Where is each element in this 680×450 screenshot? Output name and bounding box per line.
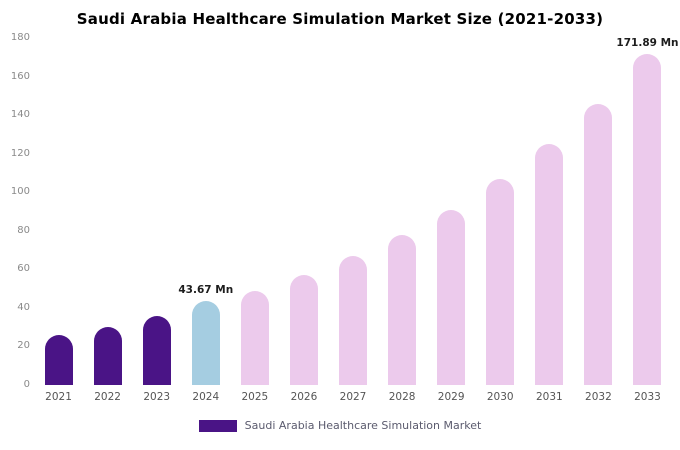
x-tick-label: 2029 [437, 391, 465, 403]
bar-annotation: 171.89 Mn [616, 36, 679, 49]
x-tick-label: 2028 [388, 391, 416, 403]
bar [191, 300, 220, 385]
bar-column [427, 209, 476, 385]
bar-column [83, 327, 132, 385]
bar-column [378, 234, 427, 385]
x-tick-label: 2025 [241, 391, 269, 403]
y-axis: 0 20 40 60 80 100 120 140 160 180 [4, 33, 34, 390]
y-tick-label: 120 [10, 147, 30, 159]
y-tick-label: 140 [10, 109, 30, 121]
x-tick-label: 2027 [339, 391, 367, 403]
x-tick-label: 2030 [486, 391, 514, 403]
y-tick-label: 100 [10, 186, 30, 198]
x-tick-label: 2021 [45, 391, 72, 403]
bar-chart: 0 20 40 60 80 100 120 140 160 180 43.67 Mn 171.89 … [4, 33, 679, 390]
bar-column [132, 315, 181, 385]
bar [240, 290, 269, 385]
x-axis: 2021 2022 2023 2024 2025 2026 2027 2028 2029 2030… [34, 391, 672, 403]
x-tick-label: 2033 [634, 391, 661, 403]
bar [437, 209, 466, 385]
bar [44, 334, 73, 385]
bar-column: 171.89 Mn [616, 37, 679, 385]
bar-column [574, 103, 623, 385]
y-tick-label: 40 [17, 301, 30, 313]
bar [535, 144, 564, 385]
x-tick-label: 2023 [143, 391, 171, 403]
y-tick-label: 20 [17, 340, 30, 352]
legend-label: Saudi Arabia Healthcare Simulation Marke… [244, 419, 482, 432]
y-tick-label: 180 [10, 32, 30, 43]
bar-column [279, 275, 328, 385]
bar-annotation: 43.67 Mn [178, 283, 234, 296]
y-tick-label: 0 [23, 379, 30, 390]
x-tick-label: 2032 [585, 391, 612, 403]
bar [339, 255, 367, 385]
x-tick-label: 2022 [94, 391, 121, 403]
bar [142, 315, 171, 385]
bar-column [476, 178, 525, 385]
bar [289, 275, 318, 385]
bar [93, 327, 122, 385]
bar-column [230, 290, 279, 385]
y-tick-label: 80 [17, 224, 30, 236]
y-tick-label: 60 [17, 263, 30, 275]
y-tick-label: 160 [10, 70, 30, 82]
bar-column [525, 144, 574, 385]
bar-column [328, 255, 377, 385]
x-tick-label: 2026 [290, 391, 318, 403]
plot-area: 43.67 Mn 171.89 Mn [34, 37, 679, 385]
bar [388, 234, 417, 385]
legend: Saudi Arabia Healthcare Simulation Marke… [0, 419, 680, 432]
bar-column [34, 334, 83, 385]
x-tick-label: 2024 [192, 391, 220, 403]
bar [486, 178, 515, 385]
bar-column: 43.67 Mn [178, 283, 234, 385]
bar [633, 53, 662, 385]
x-tick-label: 2031 [535, 391, 563, 403]
legend-swatch-icon [198, 419, 237, 432]
chart-title: Saudi Arabia Healthcare Simulation Marke… [76, 10, 604, 28]
bar [584, 103, 613, 385]
